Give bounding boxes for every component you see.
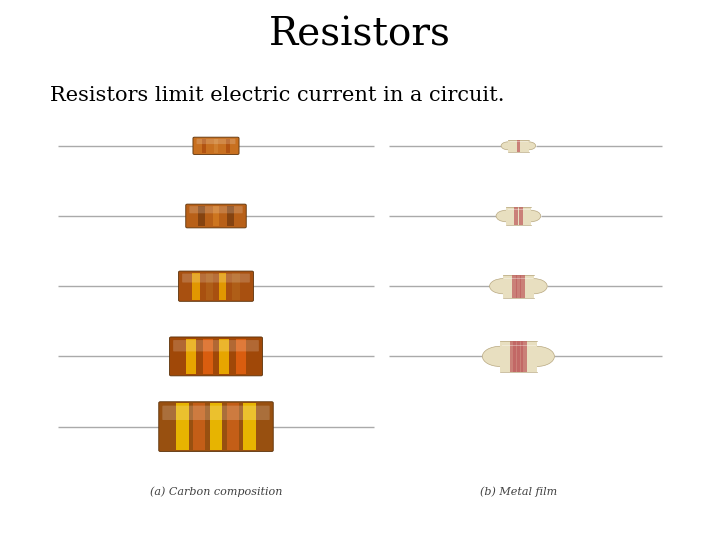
FancyBboxPatch shape (170, 337, 262, 376)
Bar (521, 341, 527, 372)
Bar (520, 275, 525, 298)
Ellipse shape (519, 346, 554, 367)
Ellipse shape (501, 142, 515, 150)
Bar (176, 403, 189, 450)
FancyBboxPatch shape (179, 271, 253, 301)
Bar (206, 273, 213, 300)
Bar (225, 139, 230, 153)
Bar (213, 206, 219, 226)
Bar (503, 275, 534, 298)
Ellipse shape (521, 279, 547, 294)
Bar (192, 273, 199, 300)
Bar (236, 339, 246, 374)
Bar (228, 206, 233, 226)
Ellipse shape (482, 346, 518, 367)
Bar (219, 273, 226, 300)
Bar (203, 339, 213, 374)
Bar (517, 341, 523, 372)
FancyBboxPatch shape (197, 139, 235, 144)
FancyBboxPatch shape (193, 137, 239, 154)
Ellipse shape (521, 210, 541, 222)
FancyBboxPatch shape (182, 274, 250, 282)
Bar (519, 207, 523, 225)
Bar (516, 275, 521, 298)
Ellipse shape (522, 142, 536, 150)
Bar (193, 403, 205, 450)
Bar (199, 206, 204, 226)
Text: Resistors: Resistors (269, 16, 451, 53)
Text: (b) Metal film: (b) Metal film (480, 486, 557, 497)
Ellipse shape (490, 279, 516, 294)
Bar (512, 275, 517, 298)
Bar (506, 207, 531, 225)
Text: (a) Carbon composition: (a) Carbon composition (150, 486, 282, 497)
FancyBboxPatch shape (158, 402, 273, 451)
FancyBboxPatch shape (186, 204, 246, 228)
FancyBboxPatch shape (189, 206, 243, 213)
Bar (186, 339, 196, 374)
Bar (508, 140, 528, 152)
Bar (227, 403, 239, 450)
Bar (232, 273, 240, 300)
FancyBboxPatch shape (173, 340, 259, 352)
Bar (202, 139, 207, 153)
FancyBboxPatch shape (162, 406, 269, 420)
Bar (210, 403, 222, 450)
Text: Resistors limit electric current in a circuit.: Resistors limit electric current in a ci… (50, 86, 505, 105)
Bar (517, 140, 520, 152)
Bar (510, 341, 516, 372)
Bar (514, 207, 518, 225)
Ellipse shape (496, 210, 516, 222)
Bar (500, 341, 536, 372)
Bar (214, 139, 218, 153)
Bar (219, 339, 229, 374)
Bar (513, 341, 520, 372)
Bar (243, 403, 256, 450)
